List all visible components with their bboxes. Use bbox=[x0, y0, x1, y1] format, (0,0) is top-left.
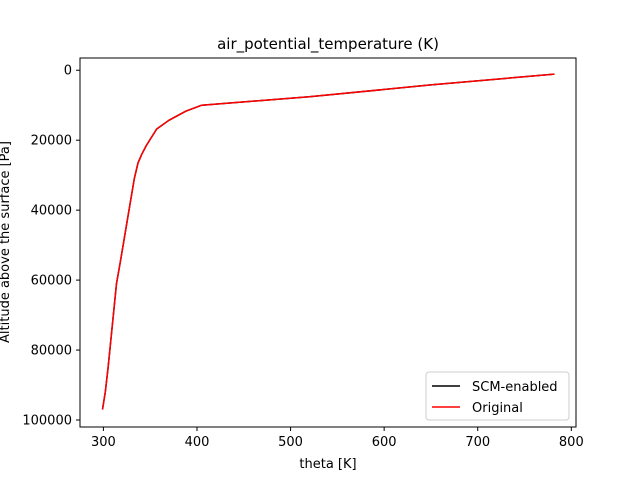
plot-lines bbox=[101, 73, 555, 410]
legend: SCM-enabled Original bbox=[425, 371, 570, 421]
x-tick-label: 300 bbox=[91, 435, 116, 450]
y-tick-label: 0 bbox=[64, 64, 72, 79]
series-line-scm-enabled bbox=[101, 73, 555, 410]
x-tick-label: 400 bbox=[185, 435, 210, 450]
plot-area-frame bbox=[79, 57, 577, 428]
x-tick-label: 600 bbox=[372, 435, 397, 450]
y-axis-ticks: 0 20000 40000 60000 80000 100000 bbox=[22, 64, 80, 429]
series-line-original bbox=[101, 73, 555, 410]
x-axis-ticks: 300 400 500 600 700 800 bbox=[91, 427, 584, 450]
y-tick-label: 100000 bbox=[22, 414, 72, 429]
legend-label-original: Original bbox=[472, 401, 523, 416]
y-tick-label: 80000 bbox=[31, 344, 72, 359]
x-tick-label: 800 bbox=[559, 435, 584, 450]
x-axis-title: theta [K] bbox=[299, 457, 356, 472]
x-tick-label: 500 bbox=[278, 435, 303, 450]
x-tick-label: 700 bbox=[465, 435, 490, 450]
legend-box bbox=[425, 371, 570, 421]
chart-title: air_potential_temperature (K) bbox=[217, 35, 439, 54]
y-tick-label: 60000 bbox=[31, 274, 72, 289]
y-tick-label: 40000 bbox=[31, 204, 72, 219]
y-tick-label: 20000 bbox=[31, 134, 72, 149]
legend-label-scm-enabled: SCM-enabled bbox=[472, 380, 558, 395]
y-axis-title: Altitude above the surface [Pa] bbox=[0, 141, 13, 343]
